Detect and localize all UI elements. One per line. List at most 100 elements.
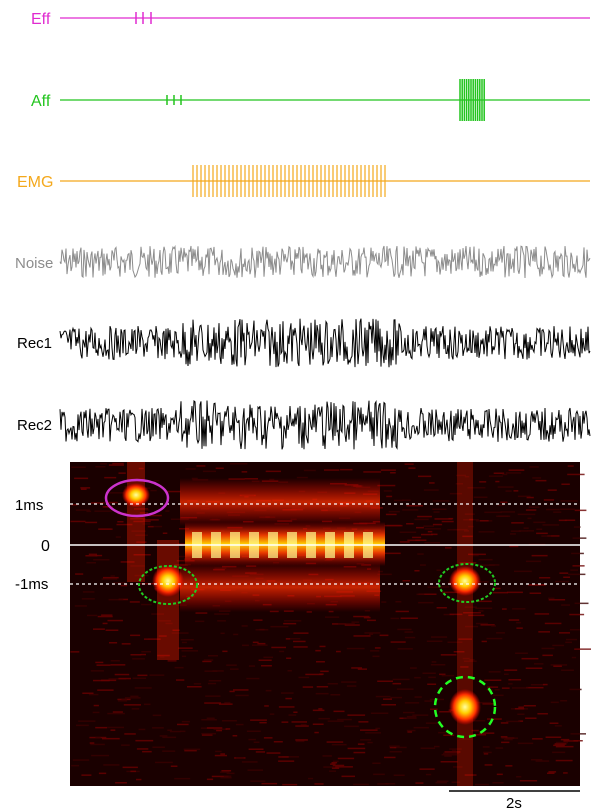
heatmap-speckle (397, 648, 413, 650)
heatmap-speckle (233, 689, 249, 691)
heatmap-speckle (478, 732, 495, 734)
heatmap-speckle (573, 526, 581, 528)
heatmap-speckle (506, 720, 521, 723)
heatmap-speckle (536, 532, 548, 535)
heatmap-speckle (221, 770, 232, 772)
heatmap-speckle (412, 714, 429, 716)
heatmap-speckle (171, 632, 189, 634)
heatmap-speckle (510, 530, 521, 532)
heatmap-speckle (552, 644, 565, 647)
heatmap-speckle (278, 760, 295, 762)
heatmap-speckle (436, 607, 447, 609)
heatmap-speckle (407, 539, 420, 542)
heatmap-speckle (319, 645, 326, 648)
heatmap-speckle (491, 625, 496, 627)
heatmap-speckle (100, 463, 107, 465)
heatmap-speckle (165, 622, 173, 625)
heatmap-speckle (380, 469, 396, 471)
heatmap-speckle (397, 628, 412, 631)
heatmap-speckle (428, 676, 436, 679)
heatmap-speckle (270, 625, 289, 628)
heatmap-speckle (273, 741, 283, 743)
heatmap-speckle (281, 692, 294, 694)
heatmap-speckle (169, 730, 181, 733)
heatmap-speckle (90, 670, 104, 672)
heatmap-speckle (462, 535, 473, 538)
heatmap-speckle (308, 777, 314, 780)
heatmap-speckle (344, 624, 360, 626)
heatmap-speckle (201, 734, 213, 736)
heatmap-speckle (144, 509, 150, 511)
heatmap-speckle (468, 525, 474, 528)
heatmap-speckle (326, 741, 344, 743)
heatmap-speckle (440, 654, 457, 656)
heatmap-speckle (532, 477, 542, 479)
rec1-label: Rec1 (17, 335, 52, 352)
heatmap-speckle (112, 711, 123, 713)
heatmap-speckle (554, 743, 567, 745)
heatmap-speckle (574, 648, 591, 650)
heatmap-speckle (337, 718, 352, 721)
heatmap-speckle (564, 519, 576, 521)
hotspot-afferent-1 (152, 565, 184, 597)
heatmap-speckle (542, 654, 553, 657)
heatmap-speckle (560, 508, 575, 510)
heatmap-speckle (403, 711, 415, 714)
heatmap-speckle (478, 610, 484, 612)
heatmap-speckle (259, 721, 267, 724)
heatmap-speckle (414, 518, 429, 521)
heatmap-speckle (364, 632, 381, 634)
heatmap-speckle (201, 732, 216, 735)
heatmap-speckle (525, 667, 543, 669)
heatmap-speckle (141, 651, 151, 653)
heatmap-speckle (75, 573, 84, 575)
heatmap-speckle (322, 755, 332, 757)
heatmap-speckle (288, 714, 297, 716)
heatmap-speckle (344, 725, 359, 728)
heatmap-speckle (257, 642, 266, 645)
heatmap-speckle (414, 696, 422, 698)
heatmap-speckle (103, 764, 120, 766)
heatmap-speckle (178, 647, 193, 649)
heatmap-speckle (152, 714, 162, 717)
heatmap-speckle (444, 751, 461, 753)
heatmap-speckle (159, 735, 168, 737)
heatmap-speckle (327, 683, 338, 685)
heatmap-speckle (113, 582, 126, 584)
heatmap-speckle (90, 743, 105, 746)
heatmap-speckle (78, 720, 96, 722)
heatmap-speckle (542, 683, 548, 686)
heatmap-speckle (331, 743, 347, 746)
heatmap-speckle (535, 479, 547, 482)
heatmap-speckle (439, 673, 446, 676)
eff-spikes (135, 12, 152, 24)
heatmap-speckle (285, 697, 292, 700)
heatmap-speckle (419, 768, 435, 770)
heatmap-speckle (423, 525, 434, 527)
heatmap-speckle (516, 627, 523, 629)
noise-label: Noise (15, 255, 53, 272)
heatmap-speckle (95, 726, 108, 729)
heatmap-speckle (353, 783, 369, 786)
heatmap-speckle (332, 760, 339, 763)
noise-trace (59, 244, 591, 279)
heatmap-speckle (479, 481, 487, 483)
heatmap-speckle (560, 500, 578, 502)
heatmap-speckle (553, 665, 562, 667)
heatmap-speckle (152, 746, 165, 748)
heatmap-speckle (122, 766, 138, 769)
heatmap-speckle (438, 731, 451, 734)
heatmap-speckle (505, 765, 513, 767)
heatmap-speckle (110, 575, 115, 577)
heatmap-speckle (248, 738, 256, 741)
heatmap-speckle (283, 622, 297, 625)
heatmap-speckle (431, 636, 448, 638)
heatmap-speckle (372, 762, 381, 764)
heatmap-speckle (330, 694, 341, 696)
heatmap-speckle (393, 774, 405, 776)
heatmap-speckle (504, 669, 518, 671)
heatmap-speckle (179, 555, 188, 558)
heatmap-speckle (124, 733, 136, 735)
heatmap-speckle (241, 471, 248, 473)
heatmap-speckle (206, 727, 223, 729)
